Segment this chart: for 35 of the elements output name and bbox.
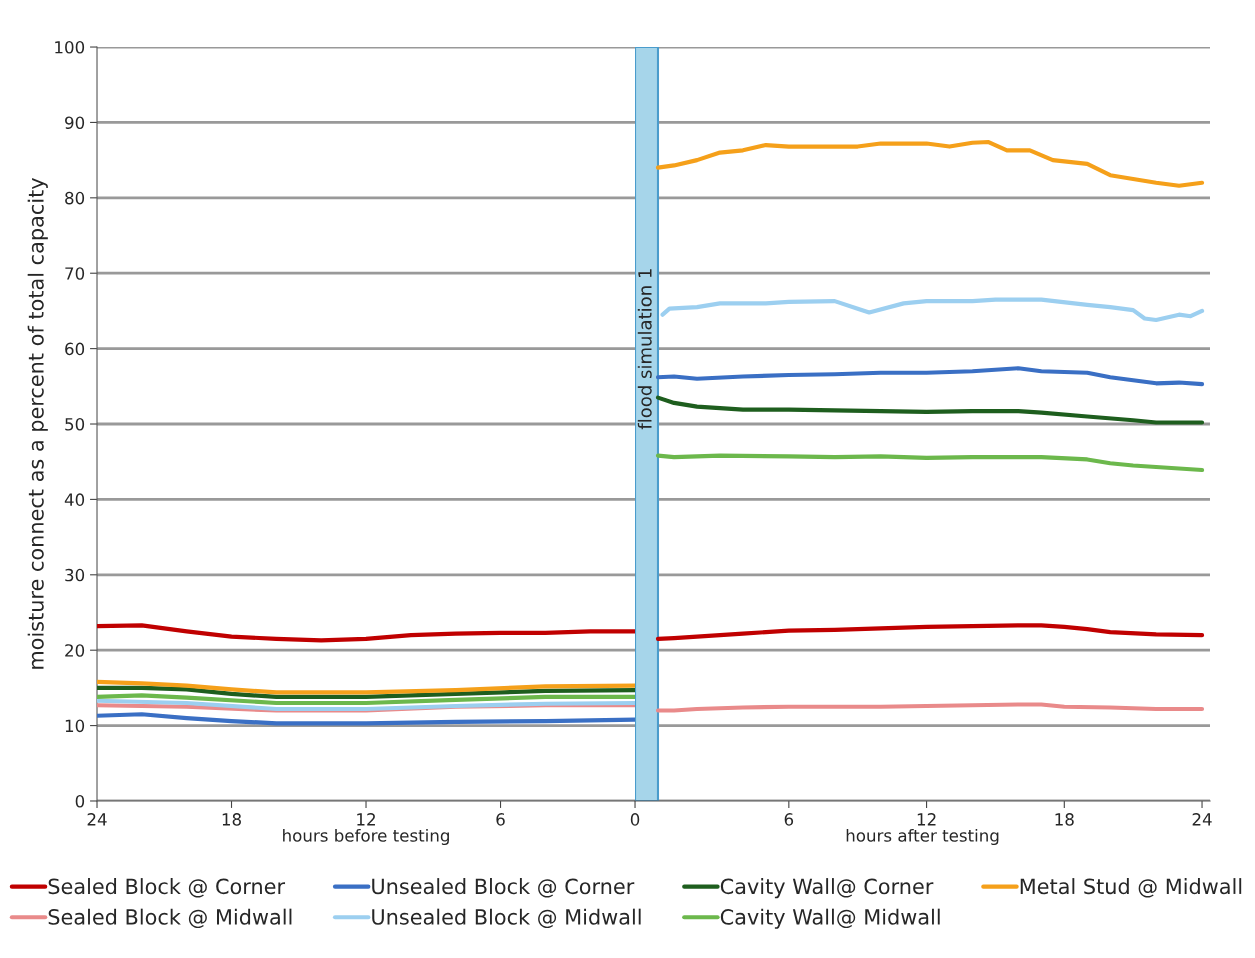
legend-label: Unsealed Block @ Midwall xyxy=(372,908,641,929)
y-tick-label: 20 xyxy=(65,644,85,657)
x-axis-title: hours after testing xyxy=(846,828,999,846)
y-tick-label: 80 xyxy=(65,191,85,205)
x-tick-label: 6 xyxy=(784,813,794,826)
y-tick-label: 70 xyxy=(65,267,85,280)
legend-label: Sealed Block @ Midwall xyxy=(48,908,292,929)
line-series xyxy=(97,693,636,706)
x-tick-label: 12 xyxy=(357,813,375,826)
y-tick-label: 40 xyxy=(64,493,85,506)
x-tick-label: 12 xyxy=(917,813,936,826)
x-axis-title: hours before testing xyxy=(283,828,449,846)
legend-label: Unsealed Block @ Corner xyxy=(372,878,635,898)
line-series xyxy=(97,685,636,700)
x-tick-label: 0 xyxy=(630,813,640,826)
legend-label: Cavity Wall@ Corner xyxy=(720,878,934,899)
band-label: flood simulation 1 xyxy=(637,269,652,430)
legend-label: Metal Stud @ Midwall xyxy=(1020,878,1242,898)
y-axis-title: moisture connect as a percent of total capacity xyxy=(27,178,48,669)
x-tick-label: 18 xyxy=(1055,813,1074,826)
legend-label: Cavity Wall@ Midwall xyxy=(720,908,940,929)
x-tick-label: 18 xyxy=(222,813,241,826)
y-tick-label: 90 xyxy=(65,116,85,129)
x-tick-label: 6 xyxy=(496,813,505,826)
line-series xyxy=(97,623,636,643)
x-tick-label: 24 xyxy=(87,813,107,826)
y-tick-label: 0 xyxy=(75,794,85,808)
y-tick-label: 100 xyxy=(55,41,85,54)
line-series xyxy=(97,679,636,695)
y-tick-label: 10 xyxy=(65,719,85,733)
legend-label: Sealed Block @ Corner xyxy=(48,878,286,898)
y-tick-label: 60 xyxy=(65,342,85,356)
y-tick-label: 50 xyxy=(65,417,85,431)
x-tick-label: 24 xyxy=(1192,813,1212,826)
y-tick-label: 30 xyxy=(65,568,85,582)
